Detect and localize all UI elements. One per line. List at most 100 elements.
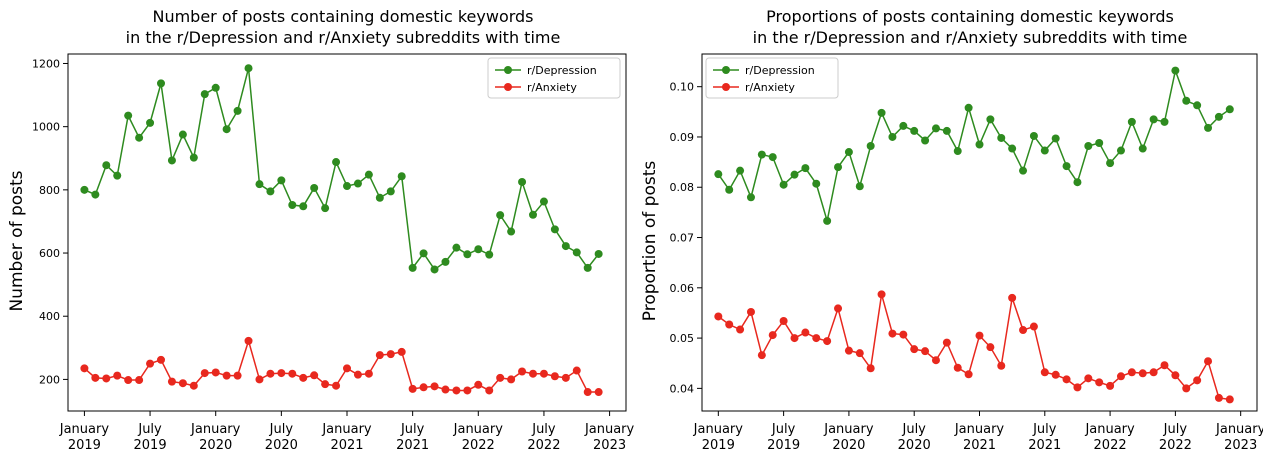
chart-title-line-2: in the r/Depression and r/Anxiety subred… [753, 28, 1188, 47]
y-ticks: 200 400 600 800 1000 1200 [32, 57, 68, 386]
data-point-anxiety [189, 381, 198, 390]
plot-frame [67, 53, 627, 412]
y-tick-label: 0.04 [670, 382, 695, 395]
data-point-anxiety [452, 386, 461, 395]
data-point-depression [255, 180, 264, 189]
data-point-anxiety [507, 375, 516, 384]
data-point-anxiety [518, 367, 527, 376]
x-tick-label: 2020 [898, 438, 931, 452]
data-point-depression [288, 201, 297, 210]
data-point-depression [343, 182, 351, 191]
data-point-anxiety [419, 383, 428, 392]
data-point-depression [474, 245, 483, 254]
data-point-depression [233, 106, 242, 115]
x-ticks: January2019July2019January2020July2020Ja… [59, 411, 635, 452]
x-tick-label: 2019 [767, 438, 800, 452]
data-point-anxiety [211, 368, 220, 377]
data-point-anxiety [910, 345, 919, 354]
data-point-depression [1204, 123, 1213, 132]
legend-marker-anxiety [722, 83, 730, 91]
data-point-anxiety [277, 369, 286, 378]
data-point-depression [189, 153, 198, 162]
legend-box [705, 57, 839, 99]
x-tick-label: January [59, 422, 110, 437]
data-point-anxiety [877, 290, 886, 299]
data-point-anxiety [1019, 326, 1028, 335]
data-point-depression [529, 210, 537, 219]
data-point-depression [1029, 131, 1038, 140]
legend-label-depression: r/Depression [527, 64, 597, 77]
data-point-depression [375, 193, 384, 202]
data-point-depression [80, 185, 89, 194]
data-point-anxiety [823, 337, 832, 346]
data-point-depression [1214, 112, 1223, 121]
data-point-anxiety [113, 371, 122, 380]
data-point-anxiety [779, 316, 788, 325]
data-point-anxiety [364, 369, 373, 378]
data-point-anxiety [1029, 322, 1038, 331]
data-point-anxiety [1214, 393, 1223, 402]
data-point-anxiety [1204, 357, 1213, 366]
data-point-depression [1084, 142, 1093, 151]
data-point-depression [507, 227, 516, 236]
x-tick-label: January [823, 422, 874, 437]
x-tick-label: 2019 [68, 438, 101, 452]
data-point-depression [463, 250, 472, 259]
data-point-anxiety [834, 304, 843, 313]
data-point-depression [1040, 146, 1049, 155]
x-tick-label: 2019 [702, 438, 735, 452]
legend: r/Depression r/Anxiety [487, 57, 621, 99]
data-point-anxiety [931, 356, 940, 365]
data-point-depression [485, 250, 494, 259]
x-tick-label: January [453, 422, 504, 437]
data-point-anxiety [746, 307, 755, 316]
x-tick-label: January [584, 422, 635, 437]
data-point-anxiety [353, 370, 362, 379]
data-point-anxiety [714, 312, 723, 321]
data-point-anxiety [343, 364, 351, 373]
data-point-depression [812, 179, 821, 188]
data-point-depression [386, 187, 395, 196]
data-point-anxiety [496, 373, 505, 382]
chart-title-line-1: Number of posts containing domestic keyw… [152, 7, 533, 26]
data-point-depression [135, 133, 144, 142]
data-point-anxiety [539, 369, 548, 378]
data-point-anxiety [310, 371, 319, 380]
data-point-depression [113, 171, 122, 180]
data-point-anxiety [1008, 293, 1017, 302]
data-point-anxiety [178, 379, 187, 388]
data-point-anxiety [321, 380, 330, 389]
data-point-anxiety [1051, 370, 1060, 379]
data-point-anxiety [167, 377, 176, 386]
x-tick-label: January [1084, 422, 1135, 437]
data-point-depression [277, 176, 286, 185]
series-layer [80, 64, 603, 397]
data-point-anxiety [1084, 374, 1093, 383]
y-tick-label: 1200 [32, 57, 60, 70]
data-point-anxiety [91, 373, 100, 382]
y-tick-label: 200 [39, 373, 60, 386]
data-point-anxiety [135, 376, 144, 385]
x-tick-label: 2023 [593, 438, 626, 452]
data-point-depression [1160, 117, 1169, 126]
legend-marker-depression [722, 66, 730, 74]
data-point-depression [714, 170, 723, 179]
data-point-depression [1127, 117, 1136, 126]
y-tick-label: 400 [39, 310, 60, 323]
x-tick-label: 2022 [462, 438, 495, 452]
data-point-anxiety [1106, 381, 1115, 390]
data-point-anxiety [1149, 368, 1158, 377]
data-point-anxiety [244, 336, 253, 345]
legend-marker-anxiety [504, 83, 512, 91]
data-point-anxiety [124, 376, 133, 385]
data-point-depression [157, 79, 165, 88]
data-point-depression [997, 133, 1006, 142]
data-point-anxiety [463, 386, 472, 395]
data-point-anxiety [986, 343, 995, 352]
data-point-depression [1106, 159, 1115, 168]
data-point-anxiety [1095, 378, 1104, 387]
data-point-anxiety [725, 320, 734, 329]
data-point-depression [211, 83, 220, 92]
data-point-anxiety [233, 371, 242, 380]
data-point-depression [910, 126, 919, 135]
